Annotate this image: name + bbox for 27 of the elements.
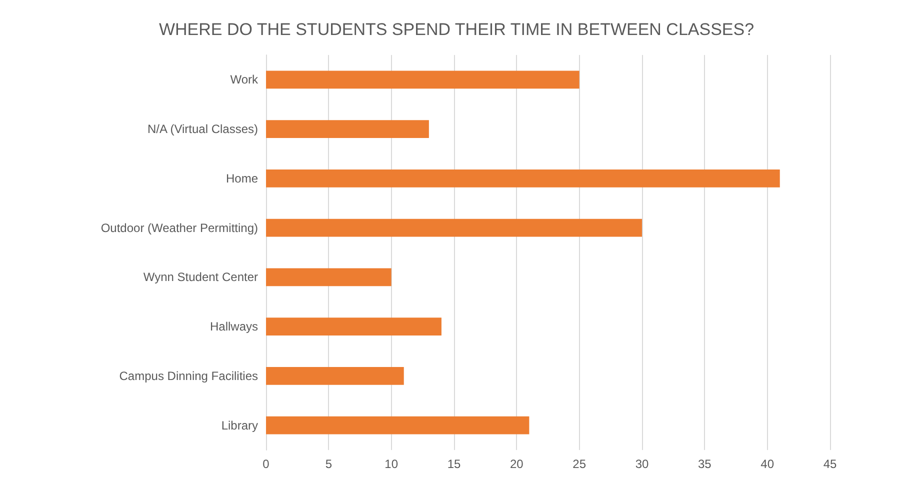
x-tick-label: 40 [760, 457, 774, 471]
x-tick-label: 30 [635, 457, 649, 471]
x-tick-label: 35 [698, 457, 712, 471]
bar [266, 367, 404, 385]
bar [266, 70, 580, 89]
y-tick-label: Home [226, 171, 258, 186]
bar [266, 268, 392, 286]
bar [266, 318, 442, 336]
y-tick-label: Hallways [210, 320, 258, 334]
bar [266, 170, 780, 188]
bar [266, 416, 530, 434]
y-tick-label: N/A (Virtual Classes) [148, 122, 258, 136]
y-tick-label: Wynn Student Center [143, 270, 258, 284]
chart-title: WHERE DO THE STUDENTS SPEND THEIR TIME IN BETWEEN CLASSES? [158, 20, 754, 39]
x-tick-label: 20 [510, 457, 524, 471]
x-tick-label: 45 [823, 457, 837, 471]
y-tick-label: Work [230, 72, 259, 87]
x-tick-label: 25 [572, 457, 586, 471]
x-tick-label: 5 [325, 457, 332, 471]
bar [266, 218, 642, 237]
y-tick-label: Library [221, 418, 258, 432]
y-tick-label: Campus Dinning Facilities [119, 368, 258, 383]
x-tick-label: 0 [262, 457, 270, 471]
y-tick-label: Outdoor (Weather Permitting) [100, 220, 258, 235]
x-tick-label: 10 [384, 457, 398, 471]
x-tick-label: 15 [447, 457, 461, 471]
bar [266, 120, 429, 138]
